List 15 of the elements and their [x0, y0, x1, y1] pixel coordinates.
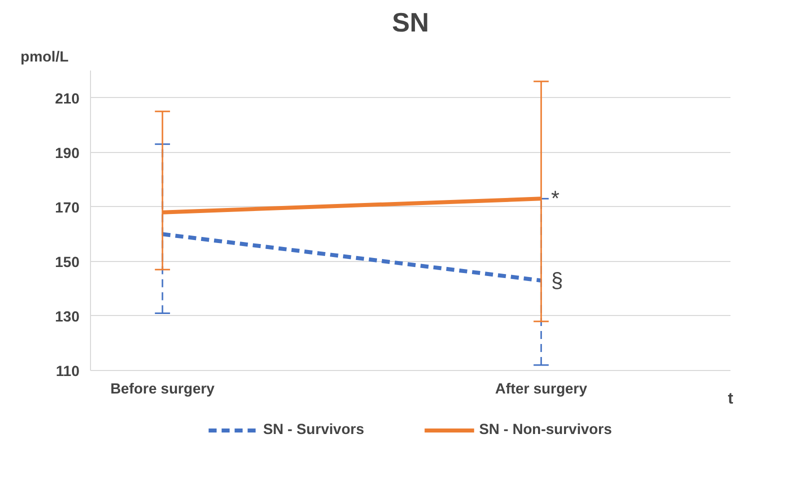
y-tick-label: 150	[55, 254, 80, 271]
y-axis-title: pmol/L	[20, 50, 69, 66]
y-tick-label: 110	[56, 364, 80, 380]
x-tick-label: After surgery	[495, 382, 588, 398]
annotation: §	[551, 268, 564, 292]
y-tick-label: 210	[55, 91, 80, 108]
y-tick-label: 170	[55, 200, 80, 216]
annotation: *	[551, 186, 560, 211]
y-tick-label: 190	[55, 146, 80, 162]
legend-label: SN - Survivors	[263, 422, 364, 438]
x-axis-title: t	[728, 390, 734, 408]
y-tick-label: 130	[55, 309, 80, 326]
legend-label: SN - Non-survivors	[479, 422, 612, 438]
x-tick-label: Before surgery	[110, 382, 216, 398]
chart-title: SN	[392, 8, 430, 38]
